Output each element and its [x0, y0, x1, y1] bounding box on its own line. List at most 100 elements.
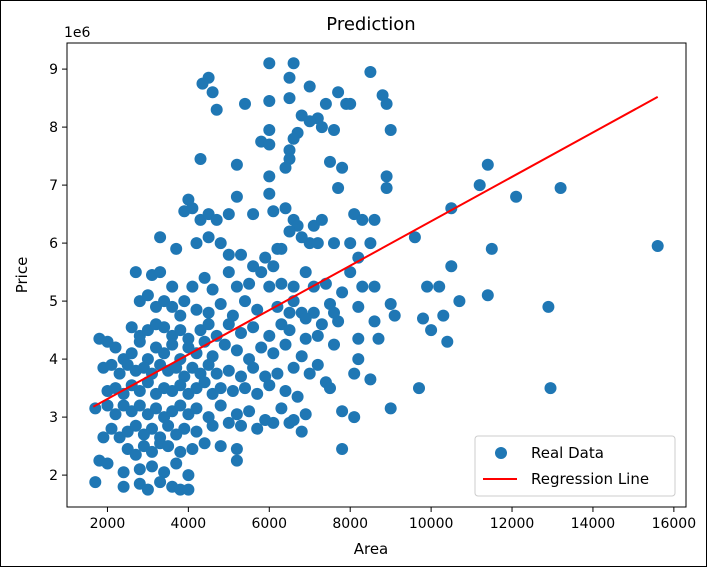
data-point [380, 182, 393, 194]
data-point [158, 321, 171, 334]
data-point [275, 277, 288, 290]
plot-area-frame [66, 42, 687, 508]
data-point [214, 382, 227, 395]
data-point [210, 329, 223, 342]
data-point [651, 240, 664, 252]
data-point [295, 350, 308, 363]
data-point [190, 425, 203, 438]
data-point [178, 295, 191, 308]
data-point [230, 454, 243, 467]
data-point [303, 115, 316, 128]
data-point [89, 402, 102, 415]
data-point [174, 379, 187, 392]
data-point [202, 358, 215, 371]
data-point [166, 338, 179, 351]
data-point [453, 295, 466, 308]
data-point [263, 57, 276, 70]
data-point [271, 367, 284, 380]
data-point [267, 205, 280, 218]
data-point [105, 358, 118, 371]
data-point [267, 347, 280, 360]
data-point [162, 419, 175, 432]
data-point [283, 306, 296, 319]
data-point [214, 298, 227, 310]
regression-line-layer [92, 96, 659, 408]
data-point [174, 309, 187, 322]
data-point [202, 231, 215, 244]
data-point [311, 237, 324, 250]
y-tick-label: 7 [49, 178, 58, 194]
data-point [133, 399, 146, 412]
x-tick-label: 6000 [251, 516, 287, 532]
data-point [109, 341, 122, 354]
data-point [275, 402, 288, 415]
data-point [384, 124, 397, 136]
data-point [372, 332, 385, 345]
data-point [125, 347, 138, 360]
data-point [295, 231, 308, 244]
data-point [170, 242, 183, 255]
data-point [315, 318, 328, 331]
data-point [384, 402, 397, 415]
data-point [133, 335, 146, 348]
data-point [348, 367, 361, 380]
data-point [279, 338, 292, 351]
data-point [210, 213, 223, 226]
data-point [315, 213, 328, 226]
data-point [324, 155, 336, 168]
data-point [146, 445, 158, 458]
data-point [299, 408, 312, 421]
data-point [356, 213, 369, 226]
data-point [283, 324, 296, 337]
data-point [141, 289, 154, 302]
data-point [510, 190, 523, 203]
data-point [283, 71, 296, 84]
data-point [89, 476, 102, 489]
data-point [299, 266, 312, 279]
data-point [437, 309, 450, 322]
x-tick-label: 8000 [332, 516, 368, 532]
data-point [311, 358, 324, 371]
x-tick-label: 4000 [171, 516, 207, 532]
data-point [481, 289, 494, 302]
x-tick-label: 16000 [652, 516, 697, 532]
data-point [101, 399, 114, 412]
data-point [226, 385, 239, 397]
x-tick-label: 2000 [90, 516, 126, 532]
y-tick-label: 3 [49, 410, 58, 426]
data-point [202, 306, 215, 319]
x-tick-label: 14000 [571, 516, 616, 532]
data-point [214, 237, 227, 250]
data-point [263, 187, 276, 200]
data-point [194, 153, 207, 165]
data-point [485, 242, 498, 255]
data-point [222, 208, 235, 221]
data-point [441, 335, 454, 348]
data-point [283, 225, 296, 238]
data-point [198, 376, 211, 389]
data-point [336, 286, 349, 299]
points-layer [89, 57, 664, 496]
y-tick-label: 2 [49, 468, 58, 484]
data-point [154, 476, 167, 489]
data-point [190, 237, 203, 250]
data-point [129, 419, 142, 432]
data-point [166, 280, 179, 293]
data-point [235, 419, 247, 432]
data-point [263, 280, 276, 293]
data-point [158, 466, 171, 479]
data-point [279, 385, 292, 397]
data-point [190, 402, 203, 415]
data-point [263, 379, 276, 392]
data-point [202, 318, 215, 331]
data-point [186, 202, 199, 215]
data-point [190, 303, 203, 316]
data-point [170, 361, 183, 374]
data-point [109, 408, 122, 421]
data-point [352, 300, 365, 313]
data-point [255, 266, 268, 279]
data-point [251, 422, 264, 435]
data-point [263, 95, 276, 107]
data-point [384, 298, 397, 310]
data-point [328, 237, 340, 250]
